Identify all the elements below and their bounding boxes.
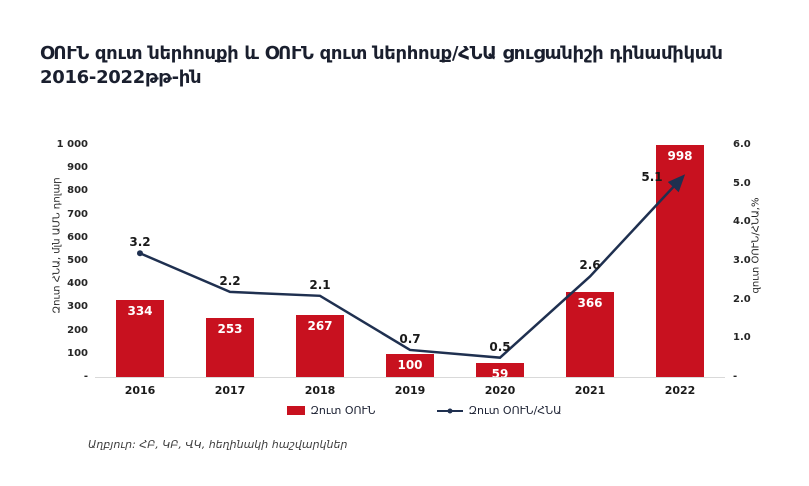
bar-value-label: 253 [217,322,243,337]
x-axis-label-2021: 2021 [574,384,606,397]
bar-series-swatch-icon [287,406,306,415]
x-axis-label-2022: 2022 [664,384,696,397]
legend-label-line: Զուտ ՕՈՒՆ/ՀՆԱ [468,404,562,417]
line-value-label: 5.1 [641,169,663,184]
bar-value-label: 100 [397,357,423,372]
left-axis-tick: 600 [67,231,88,243]
left-axis-tick: - [83,371,88,382]
x-axis-label-2017: 2017 [214,384,246,397]
x-axis-line [95,377,725,378]
bar-value-label: 366 [577,296,603,311]
chart-title-line2: 2016-2022թթ-ին [40,67,202,89]
left-axis-tick: 300 [67,301,88,313]
left-axis-tick: 800 [67,185,88,197]
left-axis-tick: 400 [67,278,88,290]
line-value-label: 0.5 [489,339,511,354]
line-value-label: 2.2 [219,273,241,288]
left-axis-tick: 100 [67,347,88,359]
legend: Զուտ ՕՈՒՆ Զուտ ՕՈՒՆ/ՀՆԱ [20,404,809,417]
bar-2019 [386,353,434,377]
right-axis-tick: 1.0 [733,332,751,344]
line-value-label: 0.7 [399,331,421,346]
x-axis-label-2020: 2020 [484,384,516,397]
line-series-marker-icon [437,408,464,413]
left-axis-tick: 900 [67,162,88,174]
right-axis-tick: 2.0 [733,293,751,305]
right-axis-tick: 6.0 [733,139,751,150]
right-axis-tick: - [733,371,738,382]
bar-2020 [476,363,524,377]
legend-label-bar: Զուտ ՕՈՒՆ [310,404,376,417]
right-axis-tick: 5.0 [733,177,751,189]
bar-value-label: 998 [667,149,693,164]
bar-value-label: 267 [307,319,333,334]
left-axis-tick: 700 [67,208,88,220]
chart-title-line1: ՕՈՒՆ զուտ ներհոսքի և ՕՈՒՆ զուտ ներհոսք/Հ… [40,43,723,64]
bar-value-label: 334 [127,303,153,318]
line-value-label: 3.2 [129,235,151,250]
right-axis-tick: 3.0 [733,255,751,266]
x-axis-label-2019: 2019 [394,384,426,397]
legend-item-bar: Զուտ ՕՈՒՆ [287,404,375,417]
left-axis-tick: 200 [67,324,88,336]
left-axis-tick: 1 000 [56,139,88,150]
left-axis-tick: 500 [67,255,88,266]
bar-value-label: 59 [491,367,509,382]
right-axis-tick: 4.0 [733,216,751,228]
line-value-label: 2.1 [309,277,331,292]
chart-title: ՕՈՒՆ զուտ ներհոսքի և ՕՈՒՆ զուտ ներհոսք/Հ… [40,42,780,91]
line-value-label: 2.6 [579,258,601,273]
x-axis-label-2016: 2016 [124,384,156,397]
source-note: Աղբյուր: ՀԲ, ԿԲ, ՎԿ, հեղինակի հաշվարկներ [88,438,348,451]
legend-item-line: Զուտ ՕՈՒՆ/ՀՆԱ [437,404,562,417]
x-axis-label-2018: 2018 [304,384,336,397]
